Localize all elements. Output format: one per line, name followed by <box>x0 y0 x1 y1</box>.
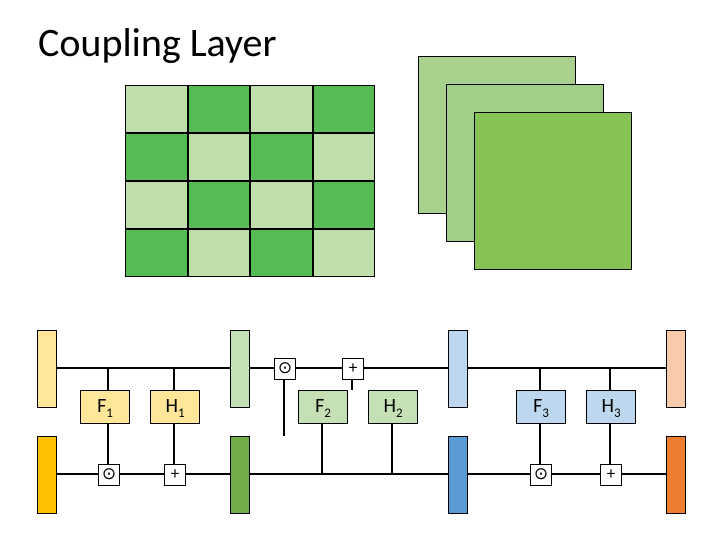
flow-wire <box>468 473 666 475</box>
checkerboard-cell <box>313 229 376 277</box>
checkerboard-cell <box>125 181 188 229</box>
checkerboard-cell <box>313 181 376 229</box>
flow-function-label: H3 <box>586 390 636 424</box>
plus-op-icon: + <box>600 464 622 486</box>
checkerboard-cell <box>313 85 376 133</box>
odot-op-icon: ⊙ <box>274 358 296 380</box>
flow-wire <box>57 473 230 475</box>
flow-wire <box>468 367 666 369</box>
flow-function-label: H1 <box>150 390 200 424</box>
flow-bar <box>37 330 57 408</box>
flow-wire <box>351 380 353 390</box>
plus-op-icon: + <box>164 464 186 486</box>
flow-function-label: H2 <box>368 390 418 424</box>
checkerboard-cell <box>188 133 251 181</box>
stacked-square <box>474 112 632 270</box>
flow-wire <box>250 473 448 475</box>
page-title: Coupling Layer <box>38 18 276 67</box>
flow-bar <box>230 330 250 408</box>
flow-bar <box>448 436 468 514</box>
checkerboard-cell <box>188 229 251 277</box>
checkerboard-cell <box>250 181 313 229</box>
flow-function-label: F3 <box>516 390 566 424</box>
checkerboard-cell <box>188 85 251 133</box>
odot-op-icon: ⊙ <box>530 464 552 486</box>
checkerboard-cell <box>125 85 188 133</box>
flow-bar <box>448 330 468 408</box>
flow-bar <box>666 330 686 408</box>
checkerboard-cell <box>188 181 251 229</box>
checkerboard-grid <box>125 85 375 277</box>
flow-bar <box>37 436 57 514</box>
flow-bar <box>230 436 250 514</box>
odot-op-icon: ⊙ <box>98 464 120 486</box>
checkerboard-cell <box>250 229 313 277</box>
flow-bar <box>666 436 686 514</box>
checkerboard-cell <box>125 133 188 181</box>
flow-diagram: F1H1⊙+⊙F2H2+F3H3⊙+ <box>30 330 690 520</box>
checkerboard-cell <box>250 85 313 133</box>
flow-function-label: F1 <box>80 390 130 424</box>
checkerboard-cell <box>125 229 188 277</box>
checkerboard-cell <box>250 133 313 181</box>
flow-wire <box>57 367 230 369</box>
flow-function-label: F2 <box>298 390 348 424</box>
checkerboard-cell <box>313 133 376 181</box>
plus-op-icon: + <box>342 358 364 380</box>
flow-wire <box>283 380 285 436</box>
